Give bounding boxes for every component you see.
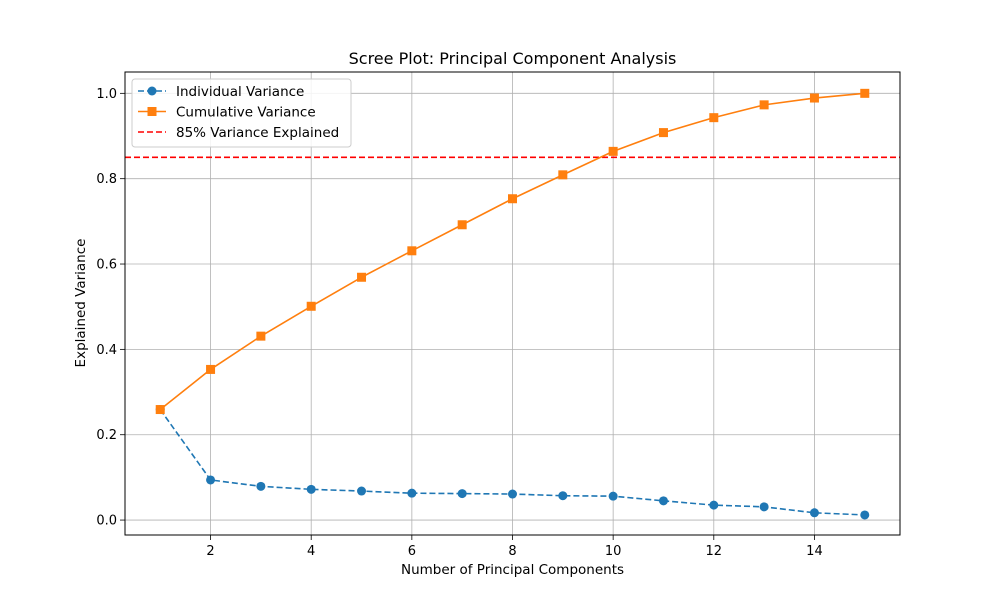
axis-ticks: 2 4 6 8 10 12 14 0.0 0.2 0.4 0.6 0.8 1.0 [96,87,822,559]
legend-marker [147,86,157,96]
individual-variance-point [508,489,517,499]
cumulative-variance-point [357,272,367,282]
y-tick-label: 1.0 [96,87,117,102]
individual-variance-point [658,496,668,506]
x-axis-label: Number of Principal Components [401,562,624,578]
cumulative-variance-point [658,128,668,138]
y-tick-label: 0.2 [96,428,117,443]
cumulative-variance-point [759,100,769,110]
x-tick-label: 2 [206,544,214,559]
individual-variance-point [457,489,467,499]
cumulative-variance-point [860,88,870,98]
cumulative-variance-point [709,113,719,123]
y-tick-label: 0.0 [96,514,117,529]
cumulative-variance-point [457,220,467,230]
cumulative-variance-point [206,364,216,374]
cumulative-variance-point [809,93,819,103]
x-tick-label: 12 [706,544,723,559]
cumulative-variance-point [508,194,517,204]
legend-label: Individual Variance [176,84,304,100]
individual-variance-point [709,500,719,510]
individual-variance-point [759,502,769,512]
data-series [155,88,870,520]
x-tick-label: 6 [408,544,416,559]
individual-variance-point [306,484,316,494]
individual-variance-point [860,510,870,520]
individual-variance-point [206,475,216,485]
x-tick-label: 10 [605,544,622,559]
legend-label: 85% Variance Explained [176,125,339,141]
individual-variance-point [558,491,568,501]
individual-variance-point [608,491,618,501]
cumulative-variance-point [407,246,417,256]
y-tick-label: 0.6 [96,258,117,273]
cumulative-variance-point [155,405,165,415]
cumulative-variance-point [558,170,568,180]
individual-variance-point [256,481,266,491]
y-tick-label: 0.4 [96,343,117,358]
y-tick-label: 0.8 [96,172,117,187]
legend-box [131,78,352,148]
legend: Individual Variance Cumulative Variance 85… [131,78,352,148]
x-tick-label: 8 [508,544,516,559]
individual-variance-point [357,486,367,496]
cumulative-variance-point [608,146,618,156]
x-tick-label: 4 [307,544,315,559]
x-tick-label: 14 [806,544,823,559]
cumulative-variance-point [256,331,266,341]
legend-marker [147,107,157,116]
individual-variance-point [809,508,819,518]
legend-label: Cumulative Variance [176,104,316,120]
chart-title: Scree Plot: Principal Component Analysis [349,49,677,68]
cumulative-variance-point [306,301,316,311]
individual-variance-point [407,488,417,498]
y-axis-label: Explained Variance [73,239,89,368]
